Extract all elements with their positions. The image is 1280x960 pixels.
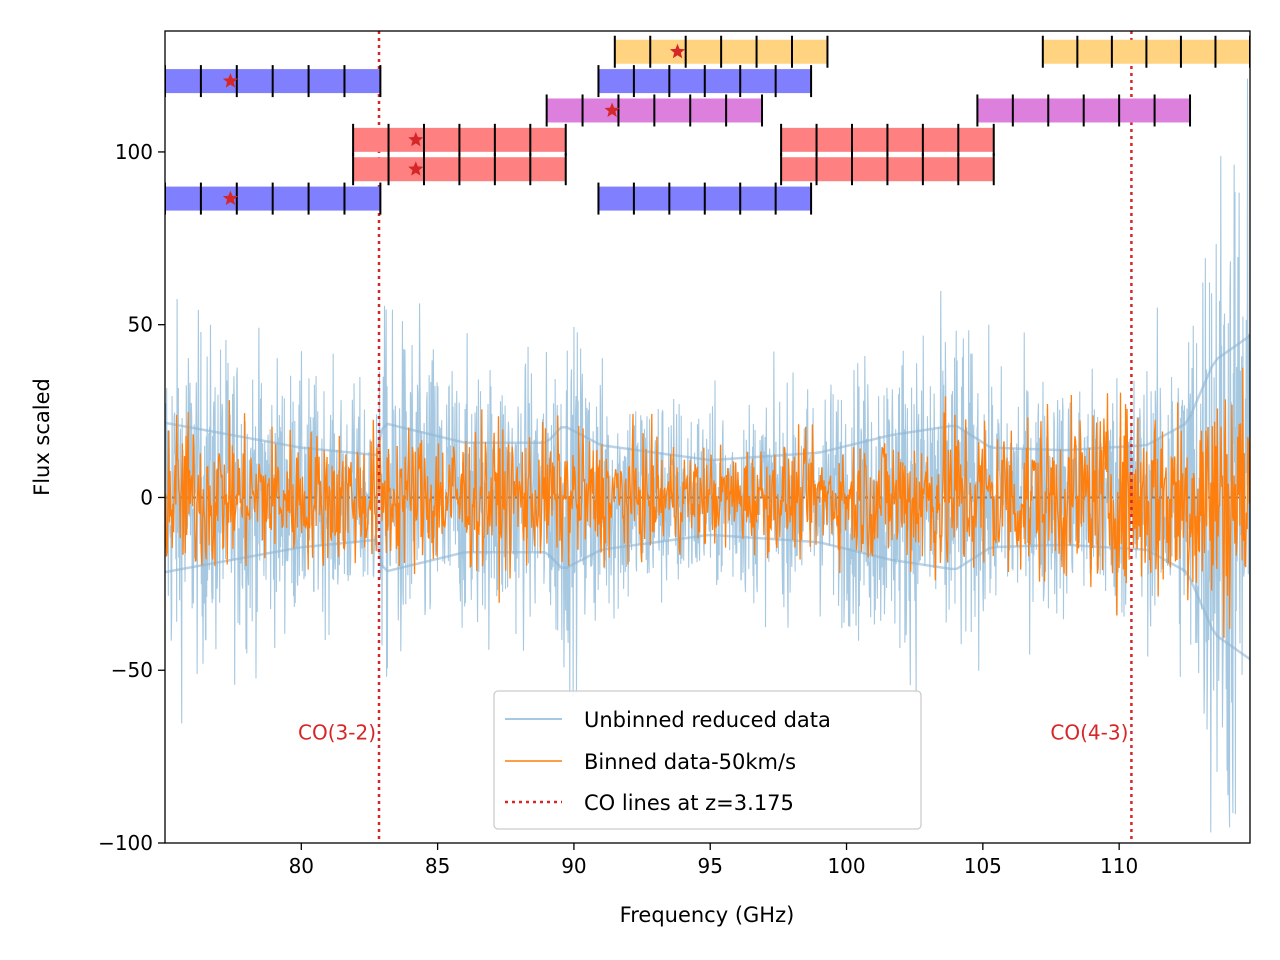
- y-tick-label-4: 100: [115, 140, 153, 164]
- binned-trace: [165, 367, 1250, 638]
- coverage-star-8: [408, 161, 424, 176]
- legend-co-lines-label: CO lines at z=3.175: [584, 791, 794, 815]
- x-axis-ticks: 80 85 90 95 100 105 110: [289, 843, 1138, 878]
- x-tick-label-1: 85: [425, 854, 450, 878]
- y-tick-label-2: 0: [140, 485, 153, 509]
- x-tick-label-0: 80: [289, 854, 314, 878]
- coverage-star-0: [669, 43, 686, 59]
- coverage-star-2: [222, 73, 239, 88]
- y-tick-label-3: 50: [128, 313, 153, 337]
- plot-area: [165, 31, 1250, 843]
- binned-series: [165, 367, 1250, 638]
- x-tick-label-5: 105: [964, 854, 1002, 878]
- x-tick-label-3: 95: [697, 854, 722, 878]
- unbinned-rms-upper: [165, 334, 1250, 462]
- coverage-bars: [165, 35, 1250, 215]
- legend: Unbinned reduced data Binned data-50km/s…: [493, 690, 922, 830]
- coverage-star-4: [604, 102, 620, 117]
- unbinned-rms-lower: [165, 533, 1250, 661]
- y-axis-label: Flux scaled: [30, 378, 54, 496]
- coverage-star-10: [222, 190, 239, 206]
- co-line-label-1: CO(4-3): [1050, 720, 1128, 744]
- y-axis-ticks: −100 −50 0 50 100: [98, 140, 165, 855]
- y-tick-label-1: −50: [111, 658, 153, 682]
- x-tick-label-2: 90: [561, 854, 586, 878]
- co-line-annotations: CO(3-2) CO(4-3): [298, 720, 1128, 744]
- y-tick-label-0: −100: [98, 831, 153, 855]
- coverage-star-6: [408, 131, 424, 147]
- x-tick-label-6: 110: [1100, 854, 1138, 878]
- legend-binned-label: Binned data-50km/s: [584, 750, 796, 774]
- x-axis-label: Frequency (GHz): [620, 903, 795, 927]
- plot-frame: [164, 30, 1251, 844]
- x-tick-label-4: 100: [827, 854, 865, 878]
- legend-unbinned-label: Unbinned reduced data: [584, 708, 831, 732]
- legend-frame: [493, 690, 922, 830]
- co-line-label-0: CO(3-2): [298, 720, 376, 744]
